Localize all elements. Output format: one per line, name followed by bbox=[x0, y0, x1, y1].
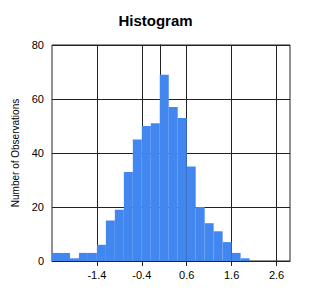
svg-text:Number of Observations: Number of Observations bbox=[10, 99, 21, 207]
svg-text:40: 40 bbox=[32, 147, 44, 159]
svg-text:Histogram: Histogram bbox=[118, 12, 192, 29]
svg-text:1.6: 1.6 bbox=[224, 269, 239, 281]
svg-text:80: 80 bbox=[32, 39, 44, 51]
svg-text:-0.4: -0.4 bbox=[132, 269, 151, 281]
svg-text:0.6: 0.6 bbox=[179, 269, 194, 281]
svg-text:2.6: 2.6 bbox=[269, 269, 284, 281]
svg-text:20: 20 bbox=[32, 201, 44, 213]
svg-text:-1.4: -1.4 bbox=[87, 269, 106, 281]
svg-text:60: 60 bbox=[32, 93, 44, 105]
svg-text:0: 0 bbox=[38, 255, 44, 267]
